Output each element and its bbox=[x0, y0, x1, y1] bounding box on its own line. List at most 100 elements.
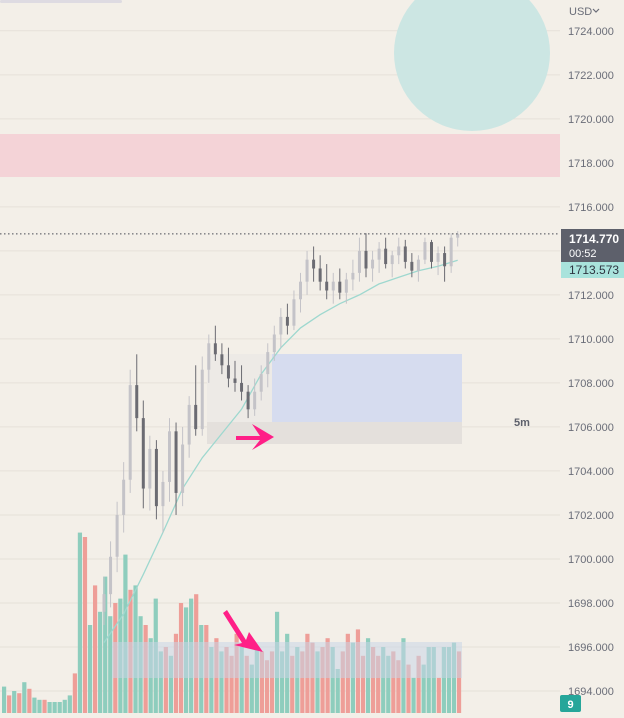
volume-bar bbox=[52, 702, 57, 713]
volume-bar bbox=[239, 647, 244, 713]
price-axis[interactable]: 1724.000 1722.000 1720.000 1718.000 1716.000… bbox=[568, 26, 614, 698]
candle-body bbox=[161, 481, 165, 507]
top-scroll-indicator[interactable] bbox=[0, 0, 122, 3]
candle-body bbox=[318, 268, 322, 282]
volume-bar bbox=[103, 576, 108, 713]
volume-bar bbox=[269, 651, 275, 713]
price-tick-label: 1704.000 bbox=[568, 466, 614, 478]
volume-bar bbox=[42, 699, 47, 713]
arrow-icon[interactable] bbox=[236, 424, 274, 450]
pink-zone[interactable] bbox=[0, 134, 560, 177]
volume-bar bbox=[456, 651, 462, 713]
candle-body bbox=[109, 556, 113, 595]
candle-body bbox=[220, 354, 224, 366]
candle-body bbox=[377, 248, 381, 260]
candle-body bbox=[357, 250, 361, 273]
price-tick-label: 1702.000 bbox=[568, 510, 614, 522]
volume-bar bbox=[47, 702, 52, 713]
volume-bar bbox=[300, 651, 305, 713]
volume-bar bbox=[17, 693, 22, 713]
volume-bar bbox=[254, 647, 259, 713]
candles bbox=[102, 231, 460, 625]
price-tick-label: 1706.000 bbox=[568, 422, 614, 434]
volume-bar bbox=[57, 702, 62, 713]
volume-bar bbox=[32, 697, 37, 713]
candle-body bbox=[410, 261, 414, 271]
candle-body bbox=[279, 316, 283, 335]
volume-bar bbox=[280, 651, 285, 713]
candle-body bbox=[194, 404, 198, 430]
candle-body bbox=[299, 281, 302, 300]
candle-body bbox=[344, 279, 348, 293]
arrow-icon[interactable] bbox=[223, 610, 263, 652]
volume-bar bbox=[163, 647, 168, 713]
price-tick-label: 1700.000 bbox=[568, 554, 614, 566]
price-tick-label: 1696.000 bbox=[568, 642, 614, 654]
price-badge-value: 1714.770 bbox=[569, 232, 619, 246]
volume-bar bbox=[77, 532, 83, 713]
volume-bar bbox=[168, 655, 174, 713]
candle-body bbox=[430, 242, 433, 262]
candle-body bbox=[168, 431, 171, 482]
volume-bar bbox=[92, 585, 98, 713]
candle-body bbox=[141, 418, 145, 489]
volume-bar bbox=[98, 611, 103, 713]
price-tick-label: 1724.000 bbox=[568, 26, 614, 38]
candle-body bbox=[449, 237, 453, 267]
candle-body bbox=[207, 343, 211, 370]
candle-body bbox=[154, 448, 158, 507]
candle-body bbox=[305, 259, 309, 282]
price-tick-label: 1716.000 bbox=[568, 202, 614, 214]
volume-bar bbox=[411, 677, 416, 713]
circle-drawing[interactable] bbox=[394, 0, 550, 131]
volume-bar bbox=[396, 660, 401, 713]
candle-body bbox=[122, 479, 126, 515]
grey-zone[interactable] bbox=[207, 422, 462, 444]
candle-body bbox=[272, 334, 276, 353]
candle-body bbox=[292, 299, 296, 326]
bottom-badge-text[interactable]: 9 bbox=[567, 699, 573, 711]
candle-body bbox=[443, 253, 447, 267]
volume-bar bbox=[123, 554, 128, 713]
volume-bar bbox=[416, 655, 421, 713]
volume-bar bbox=[12, 691, 17, 713]
candle-body bbox=[115, 514, 119, 557]
price-tick-label: 1698.000 bbox=[568, 598, 614, 610]
candle-body bbox=[390, 255, 394, 265]
blue-zone[interactable] bbox=[272, 354, 462, 422]
volume-bar bbox=[295, 647, 300, 713]
currency-label[interactable]: USD bbox=[569, 6, 592, 18]
candle-body bbox=[246, 391, 250, 410]
volume-bar bbox=[209, 647, 214, 713]
candle-body bbox=[181, 444, 185, 493]
candle-body bbox=[240, 382, 244, 392]
volume-bar bbox=[315, 651, 320, 713]
volume-bar bbox=[67, 695, 72, 713]
volume-zone[interactable] bbox=[112, 642, 462, 678]
chevron-down-icon[interactable] bbox=[592, 8, 600, 13]
candle-body bbox=[266, 352, 270, 375]
volume-bar bbox=[391, 651, 396, 713]
candle-body bbox=[403, 246, 407, 262]
volume-bar bbox=[2, 686, 7, 713]
candle-body bbox=[259, 374, 263, 392]
volume-bar bbox=[264, 660, 270, 713]
price-tick-label: 1720.000 bbox=[568, 114, 614, 126]
timeframe-label: 5m bbox=[514, 417, 530, 429]
candle-body bbox=[174, 431, 178, 493]
volume-bar bbox=[406, 664, 411, 713]
price-tick-label: 1710.000 bbox=[568, 334, 614, 346]
volume-bar bbox=[108, 616, 113, 713]
volume-bar bbox=[441, 647, 446, 713]
volume-bar bbox=[340, 651, 345, 713]
volume-bar bbox=[335, 669, 340, 713]
candle-body bbox=[397, 246, 401, 256]
volume-bar bbox=[431, 647, 436, 713]
bottom-badge[interactable] bbox=[560, 695, 581, 712]
volume-bar bbox=[72, 673, 77, 713]
volume-bar bbox=[320, 647, 325, 713]
price-tick-label: 1718.000 bbox=[568, 158, 614, 170]
volume-bar bbox=[82, 537, 88, 713]
